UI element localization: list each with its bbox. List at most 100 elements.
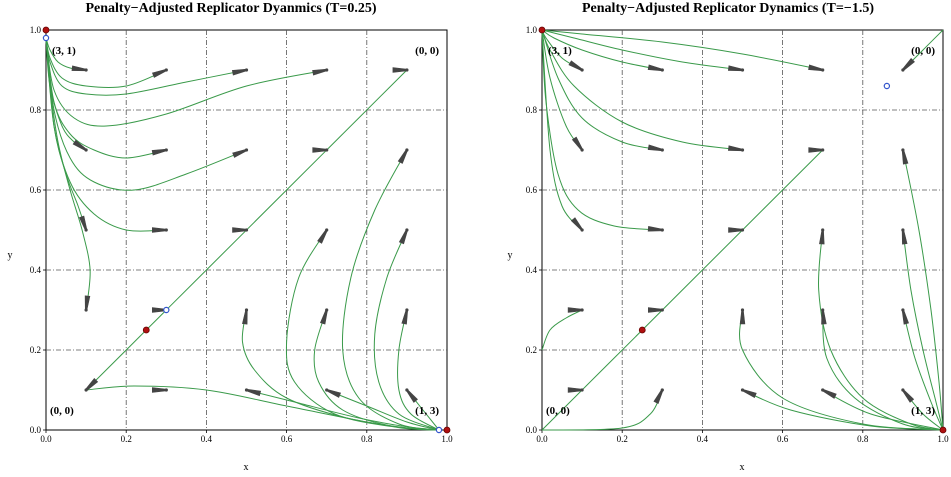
right-xtick-label: 1.0 [937, 434, 949, 444]
left-flow-arrow [232, 148, 248, 158]
right-trajectory-line [541, 29, 743, 71]
right-ytick-label: 1.0 [526, 25, 538, 35]
left-flow-arrow-tail [244, 228, 249, 232]
left-unstable-equilibrium-point [435, 426, 443, 434]
right-trajectory-line [541, 29, 743, 151]
right-trajectory-line [541, 29, 823, 71]
left-flow-arrow-tail [325, 68, 329, 72]
left-trajectory-line [397, 309, 440, 431]
right-flow-arrow [727, 145, 743, 152]
right-chart-ylabel: y [508, 250, 513, 261]
left-flow-arrow-tail [325, 228, 329, 232]
left-trajectory-line [373, 229, 440, 431]
right-ytick-label: 0.2 [526, 345, 537, 355]
left-trajectory-line [45, 37, 91, 311]
right-flow-arrow-tail [821, 148, 825, 152]
right-unstable-equilibrium-point [883, 82, 891, 90]
right-chart-panel: Penalty−Adjusted Replicator Dynamics (T=… [508, 1, 950, 473]
left-trajectory-line [45, 37, 247, 191]
right-trajectory-line [541, 29, 663, 151]
right-chart-xlabel: x [740, 462, 745, 473]
right-flow-arrow-tail [660, 148, 664, 152]
left-xtick-label: 0.2 [121, 434, 132, 444]
right-flow-arrow-tail [821, 228, 825, 232]
left-stable-equilibrium-point [142, 326, 150, 334]
left-flow-arrow [84, 295, 91, 311]
right-ytick-label: 0.4 [526, 265, 538, 275]
right-flow-arrow [901, 57, 915, 72]
left-flow-arrow-tail [164, 148, 168, 152]
left-flow-arrow-tail [325, 388, 329, 392]
left-corner-label-bottom-right: (1, 3) [415, 405, 439, 417]
right-flow-arrow-tail [901, 388, 905, 392]
right-flow-arrow-tail [821, 388, 825, 392]
left-flow-arrow-tail [164, 388, 168, 392]
left-trajectory-line [246, 389, 440, 431]
left-flow-arrow [397, 149, 408, 164]
right-trajectory-line [902, 149, 944, 431]
right-flow-arrow-tail [901, 148, 905, 152]
left-ytick-label: 0.8 [30, 105, 42, 115]
right-trajectory-line [541, 149, 824, 431]
right-flow-arrow-tail [740, 228, 745, 232]
left-flow-arrow-tail [325, 308, 329, 312]
right-flow-arrow [570, 217, 584, 231]
right-flow-arrow-tail [580, 308, 584, 312]
right-flow-arrow-tail [580, 228, 584, 232]
right-xtick-label: 0.4 [697, 434, 709, 444]
left-trajectory-line [45, 37, 247, 96]
left-corner-label-bottom-left: (0, 0) [50, 405, 74, 417]
left-ytick-label: 0.4 [30, 265, 42, 275]
left-flow-arrow [152, 387, 167, 393]
right-flow-arrow [901, 309, 909, 325]
left-chart-panel: Penalty−Adjusted Replicator Dyanmics (T=… [8, 1, 454, 473]
right-flow-arrow [567, 307, 583, 313]
left-flow-arrow-tail [405, 148, 409, 152]
right-ytick-label: 0.6 [526, 185, 538, 195]
left-flow-arrow [317, 229, 328, 244]
right-xtick-label: 0.0 [536, 434, 548, 444]
right-flow-arrow [647, 226, 663, 232]
left-flow-arrow-tail [405, 388, 409, 392]
right-flow-arrow [727, 65, 743, 72]
left-corner-label-top-left: (3, 1) [52, 45, 76, 57]
left-flow-arrow-tail [244, 148, 249, 152]
left-flow-arrow-tail [244, 388, 249, 392]
left-flow-arrow-tail [405, 68, 409, 72]
right-xtick-label: 0.2 [617, 434, 628, 444]
right-flow-arrow-tail [660, 308, 664, 312]
left-ytick-label: 1.0 [30, 25, 42, 35]
right-flow-arrow-tail [740, 68, 745, 72]
left-flow-arrow-tail [84, 148, 88, 152]
right-xtick-label: 0.6 [777, 434, 789, 444]
left-flow-arrow [152, 227, 167, 233]
left-trajectory-line [341, 149, 440, 431]
left-plot-frame [45, 29, 448, 431]
right-flow-arrow [653, 389, 664, 405]
left-flow-arrow-tail [325, 148, 329, 152]
right-trajectory-line [541, 29, 583, 231]
right-flow-arrow-tail [901, 228, 905, 232]
right-ytick-label: 0.8 [526, 105, 538, 115]
left-xtick-label: 0.8 [361, 434, 373, 444]
right-flow-arrow [819, 229, 825, 245]
right-flow-arrow-tail [821, 308, 825, 312]
left-flow-arrow [398, 229, 408, 245]
left-ytick-label: 0.6 [30, 185, 42, 195]
right-flow-arrow-tail [821, 68, 825, 72]
left-corner-label-top-right: (0, 0) [415, 45, 439, 57]
left-trajectory-line [45, 37, 87, 231]
right-stable-equilibrium-point [638, 326, 646, 334]
right-stable-equilibrium-point [939, 426, 947, 434]
right-flow-arrow [571, 136, 584, 151]
left-chart-title: Penalty−Adjusted Replicator Dyanmics (T=… [85, 1, 376, 16]
right-flow-arrow [901, 229, 908, 245]
right-ytick-label: 0.0 [526, 425, 538, 435]
right-flow-arrow-tail [740, 308, 745, 312]
left-flow-arrow [319, 309, 328, 325]
left-ytick-label: 0.2 [30, 345, 41, 355]
left-xtick-label: 0.0 [40, 434, 52, 444]
left-flow-arrow [326, 388, 342, 398]
right-flow-arrow-tail [901, 68, 905, 72]
right-flow-arrow [901, 389, 915, 403]
